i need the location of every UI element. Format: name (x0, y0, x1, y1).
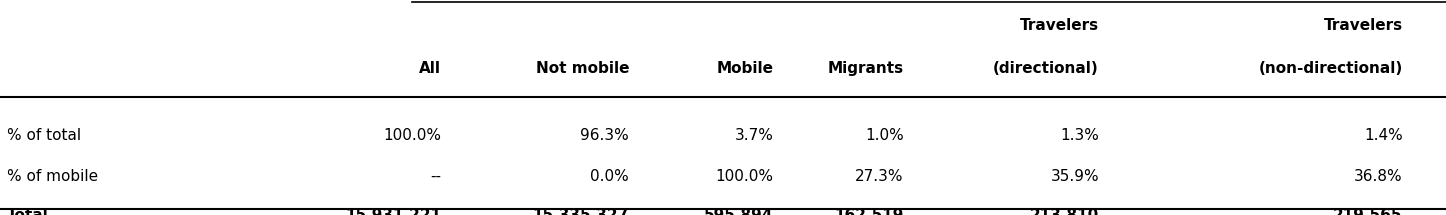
Text: (non-directional): (non-directional) (1258, 61, 1403, 76)
Text: Migrants: Migrants (827, 61, 904, 76)
Text: All: All (419, 61, 441, 76)
Text: 15,931,221: 15,931,221 (346, 207, 441, 215)
Text: 35.9%: 35.9% (1050, 169, 1099, 184)
Text: % of mobile: % of mobile (7, 169, 98, 184)
Text: 3.7%: 3.7% (735, 128, 774, 143)
Text: Not mobile: Not mobile (535, 61, 629, 76)
Text: Travelers: Travelers (1323, 18, 1403, 33)
Text: 27.3%: 27.3% (855, 169, 904, 184)
Text: Travelers: Travelers (1019, 18, 1099, 33)
Text: 213,810: 213,810 (1030, 207, 1099, 215)
Text: (directional): (directional) (993, 61, 1099, 76)
Text: 1.4%: 1.4% (1364, 128, 1403, 143)
Text: 0.0%: 0.0% (590, 169, 629, 184)
Text: 15,335,327: 15,335,327 (532, 207, 629, 215)
Text: 1.3%: 1.3% (1060, 128, 1099, 143)
Text: Total: Total (7, 207, 49, 215)
Text: 36.8%: 36.8% (1353, 169, 1403, 184)
Text: 100.0%: 100.0% (716, 169, 774, 184)
Text: 162,519: 162,519 (834, 207, 904, 215)
Text: Mobile: Mobile (717, 61, 774, 76)
Text: 100.0%: 100.0% (383, 128, 441, 143)
Text: 219,565: 219,565 (1333, 207, 1403, 215)
Text: 96.3%: 96.3% (580, 128, 629, 143)
Text: 595,894: 595,894 (704, 207, 774, 215)
Text: --: -- (429, 169, 441, 184)
Text: 1.0%: 1.0% (865, 128, 904, 143)
Text: % of total: % of total (7, 128, 81, 143)
